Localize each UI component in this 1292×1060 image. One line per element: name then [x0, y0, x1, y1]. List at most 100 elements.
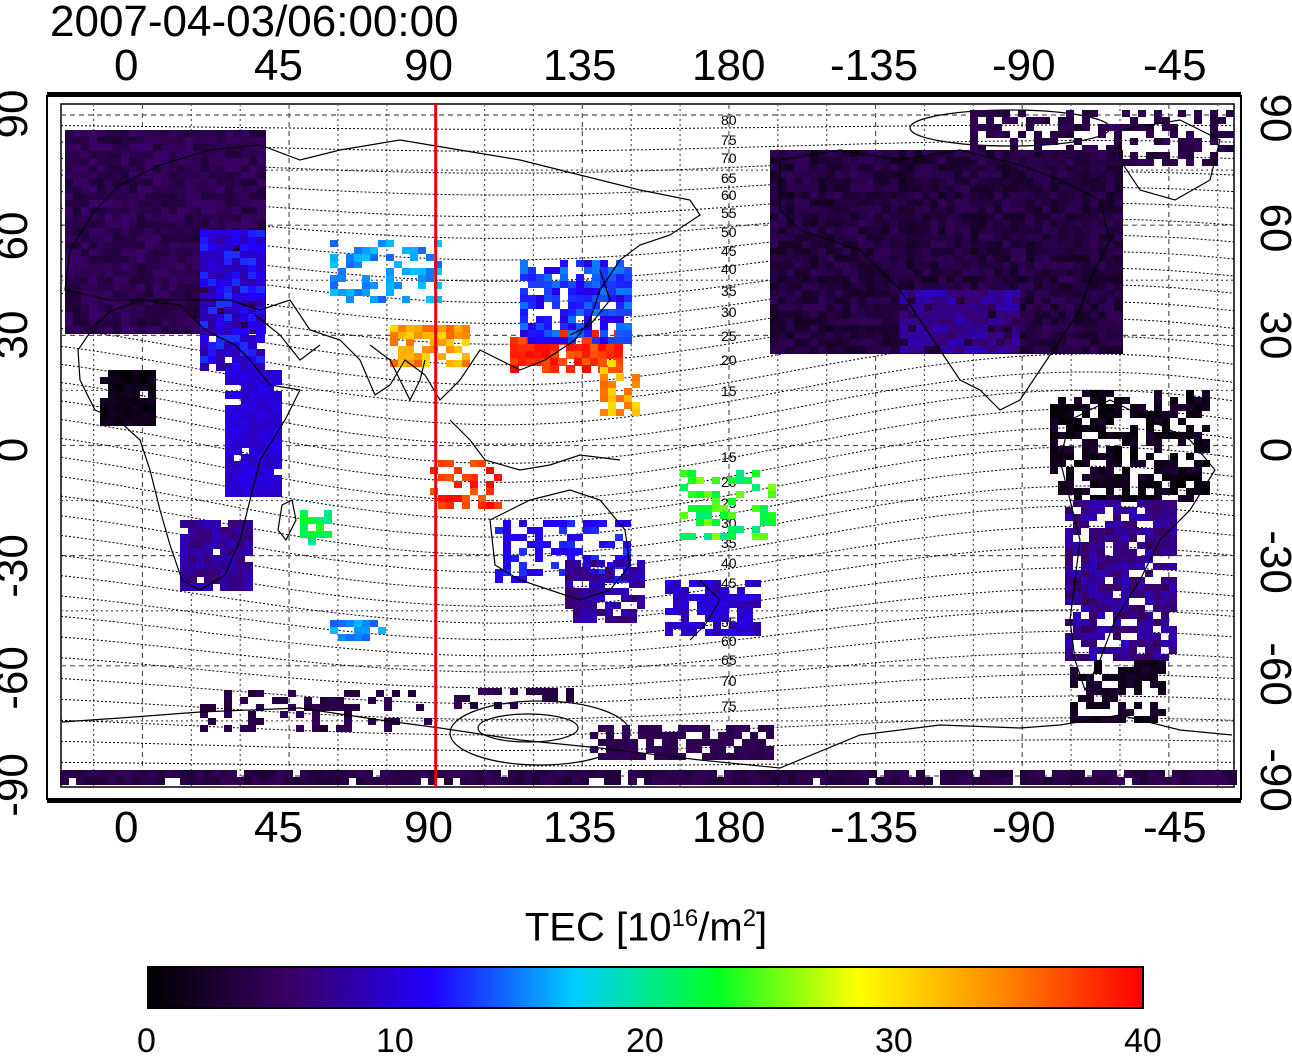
tec-cell [996, 304, 1004, 311]
tec-cell [224, 690, 232, 697]
tec-cell [520, 323, 528, 330]
tec-cell [705, 594, 713, 601]
tec-cell [826, 157, 835, 165]
tec-cell [1102, 688, 1110, 695]
tec-cell [148, 391, 156, 398]
tec-cell [510, 702, 518, 709]
tec-cell [1134, 681, 1142, 688]
tec-cell [1113, 612, 1121, 619]
tec-cell [1074, 157, 1083, 165]
tec-cell [1082, 460, 1090, 467]
tec-cell [233, 391, 242, 399]
tec-cell [834, 192, 843, 200]
tec-cell [906, 220, 915, 228]
tec-cell [1218, 131, 1226, 138]
tec-cell [484, 777, 493, 785]
tec-cell [616, 330, 624, 337]
tec-cell [1010, 276, 1019, 284]
tec-cell [770, 213, 779, 221]
tec-cell [646, 739, 654, 746]
tec-cell [1186, 397, 1194, 404]
tec-cell [1090, 346, 1099, 354]
tec-cell [818, 185, 827, 193]
tec-cell [770, 346, 779, 354]
tec-cell [1018, 262, 1027, 270]
tec-cell [922, 220, 931, 228]
tec-cell [890, 290, 899, 298]
tec-cell [1090, 234, 1099, 242]
tec-cell [1073, 570, 1081, 577]
tec-cell [1058, 241, 1067, 249]
colorbar-tick: 30 [875, 1022, 913, 1060]
tec-cell [752, 533, 760, 540]
tec-cell [216, 342, 225, 350]
tec-cell [1105, 521, 1113, 528]
tec-cell [224, 342, 233, 350]
tec-cell [1106, 432, 1114, 439]
tec-cell [204, 548, 213, 556]
tec-cell [156, 770, 165, 778]
tec-cell [193, 249, 202, 257]
tec-cell [882, 290, 891, 298]
tec-cell [241, 319, 250, 327]
tec-cell [810, 304, 819, 312]
tec-cell [608, 267, 616, 274]
tec-cell [986, 241, 995, 249]
tec-cell [81, 319, 90, 327]
tec-cell [560, 316, 568, 323]
tec-cell [596, 770, 605, 778]
tec-cell [906, 325, 915, 333]
tec-cell [256, 314, 265, 322]
tec-cell [1058, 213, 1067, 221]
tec-map: 8075706560555045403530252015152025303540… [46, 92, 1242, 803]
tec-cell [153, 326, 162, 334]
tec-cell [1034, 185, 1043, 193]
tec-cell [65, 298, 74, 306]
tec-cell [97, 179, 106, 187]
tec-cell [124, 391, 132, 398]
tec-cell [994, 199, 1003, 207]
tec-cell [1169, 535, 1177, 542]
tec-cell [1137, 626, 1145, 633]
tec-cell [938, 199, 947, 207]
tec-cell [1082, 145, 1090, 152]
tec-cell [702, 732, 710, 739]
tec-cell [898, 304, 907, 312]
tec-cell [273, 391, 282, 399]
tec-cell [248, 711, 256, 718]
tec-cell [188, 777, 197, 785]
tec-cell [89, 305, 98, 313]
tec-cell [1158, 688, 1166, 695]
tec-cell [273, 440, 282, 448]
tec-cell [750, 732, 758, 739]
tec-cell [962, 255, 971, 263]
tec-cell [882, 241, 891, 249]
tec-cell [105, 249, 114, 257]
tec-cell [113, 207, 122, 215]
tec-cell [592, 281, 600, 288]
tec-cell [964, 318, 972, 325]
tec-cell [1154, 117, 1162, 124]
tec-cell [818, 192, 827, 200]
tec-cell [852, 770, 861, 778]
tec-cell [185, 158, 194, 166]
tec-cell [930, 157, 939, 165]
tec-cell [1042, 255, 1051, 263]
tec-cell [1058, 262, 1067, 270]
tec-cell [1137, 584, 1145, 591]
tec-cell [1098, 248, 1107, 256]
tec-cell [1034, 297, 1043, 305]
tec-cell [922, 227, 931, 235]
tec-cell [1058, 446, 1066, 453]
tec-cell [1169, 605, 1177, 612]
tec-cell [712, 477, 720, 484]
tec-cell [161, 186, 170, 194]
tec-cell [1018, 269, 1027, 277]
tec-cell [1034, 290, 1043, 298]
tec-cell [697, 601, 705, 608]
tec-cell [882, 262, 891, 270]
tec-cell [153, 256, 162, 264]
tec-cell [1090, 283, 1099, 291]
tec-cell [778, 164, 787, 172]
tec-cell [1002, 255, 1011, 263]
